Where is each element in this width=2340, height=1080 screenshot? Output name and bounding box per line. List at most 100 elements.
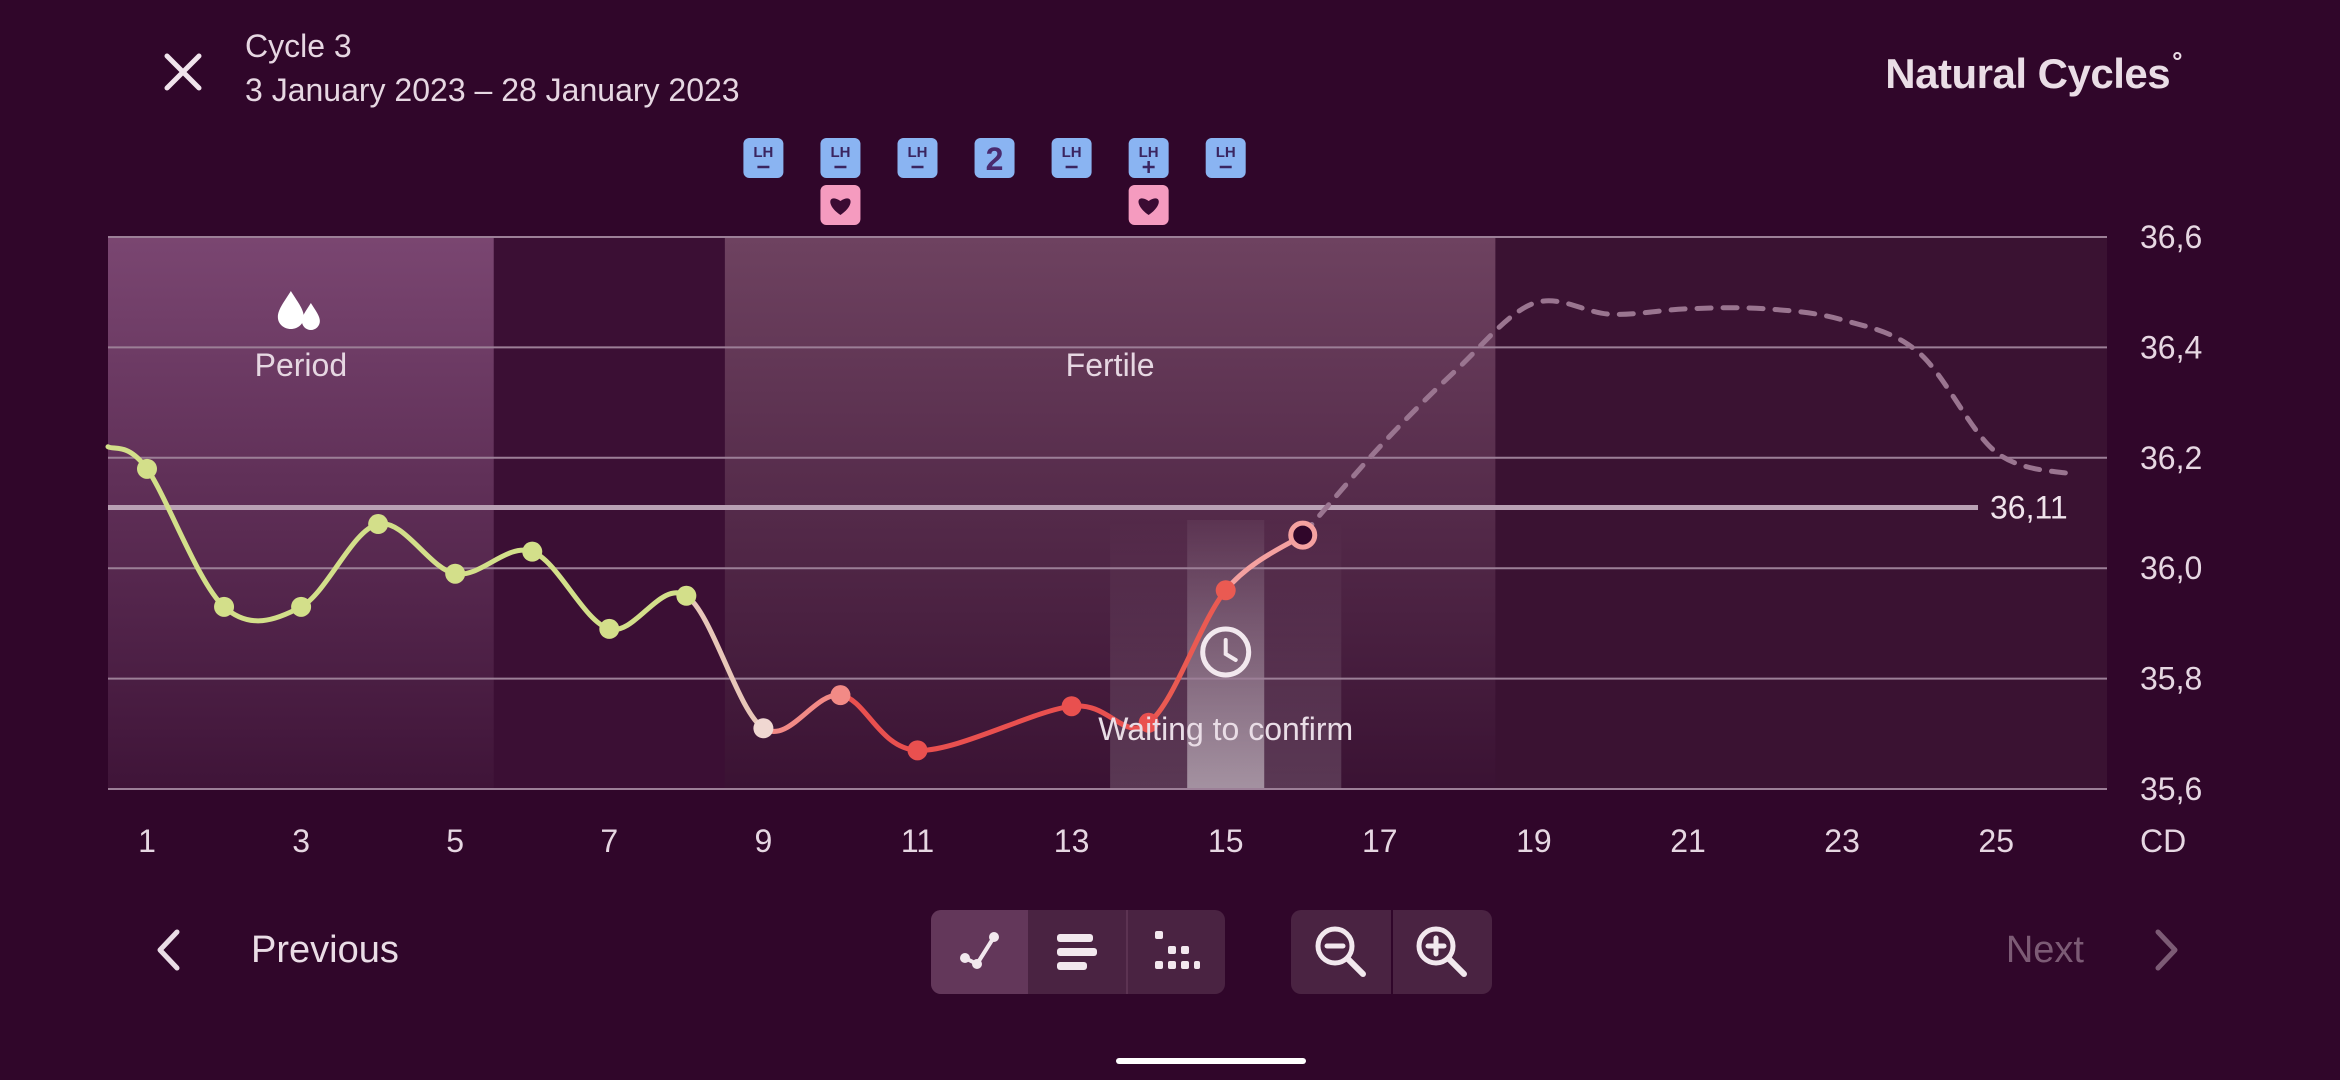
lh-test-badge[interactable]: LH (743, 138, 784, 178)
intercourse-badge[interactable] (1128, 185, 1169, 225)
home-indicator[interactable] (1116, 1058, 1306, 1064)
lh-test-badge[interactable]: LH (1205, 138, 1246, 178)
x-tick-label: 3 (292, 823, 310, 859)
x-tick-label: 17 (1362, 823, 1398, 859)
lh-test-badge[interactable]: LH (897, 138, 938, 178)
lh-count-label: 2 (986, 141, 1004, 177)
dots-view-icon (1155, 931, 1201, 969)
temperature-point[interactable] (830, 685, 851, 706)
lh-label: LH (1062, 144, 1082, 161)
cycle-title: Cycle 3 (245, 28, 352, 64)
x-tick-label: 23 (1824, 823, 1860, 859)
period-label: Period (255, 347, 348, 383)
temperature-segment (915, 703, 1075, 753)
temperature-point[interactable] (599, 618, 620, 639)
clock-icon (1200, 626, 1252, 678)
list-view-button[interactable] (1028, 910, 1125, 994)
temperature-point[interactable] (1138, 712, 1159, 733)
temperature-point[interactable] (368, 514, 389, 535)
graph-view-button[interactable] (931, 910, 1029, 994)
next-cycle-button[interactable]: Next (2006, 912, 2180, 988)
temperature-segment (683, 593, 766, 731)
chevron-right-icon (2155, 929, 2178, 971)
x-tick-label: 1 (138, 823, 156, 859)
temperature-segment (1146, 587, 1229, 726)
x-tick-label: 7 (600, 823, 618, 859)
zoom-in-icon (1416, 926, 1468, 977)
x-tick-label: 11 (901, 823, 934, 859)
y-axis-ticks: 36,6 36,4 36,2 36,0 35,8 35,6 (2140, 219, 2202, 807)
y-tick-label: 36,4 (2140, 329, 2202, 365)
graph-view-icon (959, 932, 999, 969)
heart-icon (1138, 198, 1159, 215)
temperature-segment (144, 466, 227, 610)
y-tick-label: 36,2 (2140, 440, 2202, 476)
drops-icon (277, 291, 320, 330)
heart-icon (830, 198, 851, 215)
lh-test-badge[interactable]: LH (1051, 138, 1092, 178)
x-tick-label: 25 (1978, 823, 2014, 859)
lh-label: LH (830, 144, 850, 161)
intercourse-badge[interactable] (820, 185, 861, 225)
y-tick-label: 36,0 (2140, 550, 2202, 586)
cycle-date-range: 3 January 2023 – 28 January 2023 (245, 72, 740, 108)
lh-badge-bg (1128, 138, 1169, 178)
temperature-point[interactable] (137, 458, 157, 479)
x-tick-label: 13 (1054, 823, 1090, 859)
lh-label: LH (1139, 144, 1159, 161)
lh-test-badge[interactable]: LH (1128, 138, 1169, 178)
lh-badge-bg (743, 138, 784, 178)
temperature-point[interactable] (214, 596, 235, 617)
y-tick-label: 35,8 (2140, 661, 2202, 697)
brand-mark: ° (2172, 46, 2182, 76)
x-tick-label: 15 (1208, 823, 1244, 859)
close-button[interactable] (155, 44, 211, 100)
lh-badge-bg (820, 138, 861, 178)
zoom-in-button[interactable] (1390, 910, 1493, 994)
close-icon (164, 53, 202, 91)
temperature-point[interactable] (522, 541, 543, 562)
temperature-point[interactable] (1215, 580, 1236, 601)
zoom-out-icon (1315, 926, 1366, 977)
lh-test-badge[interactable]: LH (820, 138, 861, 178)
next-label: Next (2005, 928, 2084, 971)
temperature-point[interactable] (753, 718, 774, 739)
lh-badge-bg (1051, 138, 1092, 178)
temperature-point[interactable] (445, 563, 466, 584)
temperature-points (137, 458, 1318, 761)
test-badges: LH LH LH 2 LH LH LH (743, 138, 1246, 225)
x-axis-ticks: 1 3 5 7 9 11 13 15 17 19 21 23 25 (138, 823, 2014, 859)
lh-badge-bg (1205, 138, 1246, 178)
x-axis-label: CD (2140, 823, 2186, 859)
list-view-icon (1056, 934, 1097, 970)
y-tick-label: 36,6 (2140, 219, 2202, 255)
previous-label: Previous (251, 928, 399, 971)
temperature-point[interactable] (907, 740, 928, 761)
lh-badge-bg (897, 138, 938, 178)
prediction-line (1300, 298, 2076, 538)
zoom-controls (1291, 910, 1492, 994)
x-tick-label: 5 (446, 823, 464, 859)
zoom-out-button[interactable] (1291, 910, 1391, 994)
lh-label: LH (753, 144, 773, 161)
temperature-point[interactable] (1061, 696, 1082, 717)
waiting-label: Waiting to confirm (1098, 711, 1353, 747)
temperature-point[interactable] (291, 596, 312, 617)
previous-cycle-button[interactable]: Previous (155, 912, 399, 988)
y-tick-label: 35,6 (2140, 771, 2202, 807)
lh-test-badge[interactable]: 2 (974, 138, 1015, 178)
lh-badge-bg (974, 138, 1015, 178)
temperature-point-unconfirmed[interactable] (1288, 520, 1318, 550)
brand-logo: Natural Cycles° (1885, 46, 2182, 98)
brand-name: Natural Cycles (1885, 50, 2171, 97)
chevron-left-icon (157, 929, 180, 971)
fertile-label: Fertile (1066, 347, 1155, 383)
luteal-band (1495, 237, 2107, 789)
coverline-label: 36,11 (1990, 489, 2068, 525)
lh-label: LH (1216, 144, 1236, 161)
temperature-point[interactable] (676, 585, 697, 606)
dots-view-button[interactable] (1125, 910, 1225, 994)
x-tick-label: 21 (1670, 823, 1706, 859)
view-switcher (931, 910, 1225, 994)
x-tick-label: 9 (755, 823, 773, 859)
